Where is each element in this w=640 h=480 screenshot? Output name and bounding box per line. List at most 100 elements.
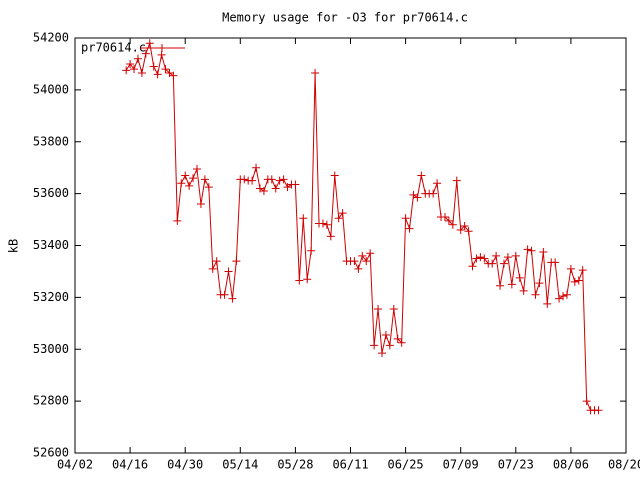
data-point bbox=[551, 258, 560, 267]
data-point bbox=[204, 183, 213, 192]
data-point bbox=[267, 175, 276, 184]
data-point bbox=[562, 290, 571, 299]
data-point bbox=[200, 175, 209, 184]
data-point bbox=[582, 397, 591, 406]
data-point bbox=[393, 334, 402, 343]
y-tick-label: 52600 bbox=[33, 446, 69, 460]
x-tick-label: 08/06 bbox=[553, 458, 589, 472]
data-point bbox=[397, 338, 406, 347]
x-tick-label: 04/16 bbox=[112, 458, 148, 472]
data-point bbox=[220, 290, 229, 299]
legend-label: pr70614.c bbox=[81, 41, 146, 55]
data-point bbox=[496, 281, 505, 290]
x-tick-label: 04/30 bbox=[167, 458, 203, 472]
data-point bbox=[311, 69, 320, 78]
data-point bbox=[570, 277, 579, 286]
data-point bbox=[503, 253, 512, 262]
x-tick-label: 06/11 bbox=[332, 458, 368, 472]
data-point bbox=[594, 406, 603, 415]
data-point bbox=[476, 253, 485, 262]
x-tick-label: 04/02 bbox=[57, 458, 93, 472]
data-point bbox=[488, 259, 497, 268]
data-point bbox=[295, 276, 304, 285]
x-tick-label: 07/09 bbox=[443, 458, 479, 472]
data-point bbox=[185, 181, 194, 190]
data-point bbox=[535, 279, 544, 288]
data-point bbox=[330, 171, 339, 180]
data-point bbox=[448, 220, 457, 229]
data-point bbox=[452, 176, 461, 185]
data-point bbox=[275, 176, 284, 185]
data-point bbox=[279, 175, 288, 184]
data-point bbox=[291, 180, 300, 189]
y-tick-label: 53400 bbox=[33, 238, 69, 252]
data-point bbox=[177, 179, 186, 188]
x-tick-label: 05/28 bbox=[277, 458, 313, 472]
data-point bbox=[559, 292, 568, 301]
data-point bbox=[401, 214, 410, 223]
data-point bbox=[173, 216, 182, 225]
data-point bbox=[208, 264, 217, 273]
data-point bbox=[232, 257, 241, 266]
data-point bbox=[153, 70, 162, 79]
data-point bbox=[385, 341, 394, 350]
data-point bbox=[433, 179, 442, 188]
data-point bbox=[468, 262, 477, 271]
data-point bbox=[303, 275, 312, 284]
data-point bbox=[480, 254, 489, 263]
data-point bbox=[334, 214, 343, 223]
x-tick-label: 05/14 bbox=[222, 458, 258, 472]
data-point bbox=[511, 251, 520, 260]
data-point bbox=[240, 175, 249, 184]
data-point bbox=[523, 245, 532, 254]
data-point bbox=[362, 257, 371, 266]
data-point bbox=[507, 280, 516, 289]
data-point bbox=[472, 254, 481, 263]
data-point bbox=[145, 39, 154, 48]
y-tick-label: 54000 bbox=[33, 82, 69, 96]
data-point bbox=[193, 164, 202, 173]
data-point bbox=[543, 299, 552, 308]
data-point bbox=[299, 214, 308, 223]
data-point bbox=[133, 54, 142, 63]
data-point bbox=[259, 187, 268, 196]
data-point bbox=[248, 176, 257, 185]
x-tick-label: 08/20 bbox=[608, 458, 640, 472]
data-point bbox=[405, 224, 414, 233]
data-point bbox=[354, 264, 363, 273]
x-tick-label: 06/25 bbox=[388, 458, 424, 472]
data-point bbox=[318, 219, 327, 228]
data-point bbox=[464, 227, 473, 236]
data-point bbox=[377, 349, 386, 358]
data-point bbox=[169, 71, 178, 80]
data-point bbox=[389, 305, 398, 314]
data-point bbox=[578, 266, 587, 275]
data-point bbox=[413, 193, 422, 202]
data-point bbox=[499, 259, 508, 268]
y-tick-label: 53600 bbox=[33, 186, 69, 200]
data-point bbox=[531, 290, 540, 299]
data-point bbox=[161, 65, 170, 74]
data-point bbox=[539, 247, 548, 256]
data-point bbox=[460, 222, 469, 231]
data-point bbox=[271, 184, 280, 193]
y-axis-label: kB bbox=[7, 239, 21, 253]
data-point bbox=[358, 251, 367, 260]
data-point bbox=[326, 232, 335, 241]
data-point bbox=[429, 189, 438, 198]
data-point bbox=[440, 212, 449, 221]
data-point bbox=[366, 249, 375, 258]
chart-title: Memory usage for -O3 for pr70614.c bbox=[222, 11, 468, 25]
data-point bbox=[519, 286, 528, 295]
data-point bbox=[307, 246, 316, 255]
data-point bbox=[527, 246, 536, 255]
data-point bbox=[350, 257, 359, 266]
data-point bbox=[224, 267, 233, 276]
data-point bbox=[212, 257, 221, 266]
data-point bbox=[157, 50, 166, 59]
data-point bbox=[444, 216, 453, 225]
data-point bbox=[189, 174, 198, 183]
data-point bbox=[566, 264, 575, 273]
